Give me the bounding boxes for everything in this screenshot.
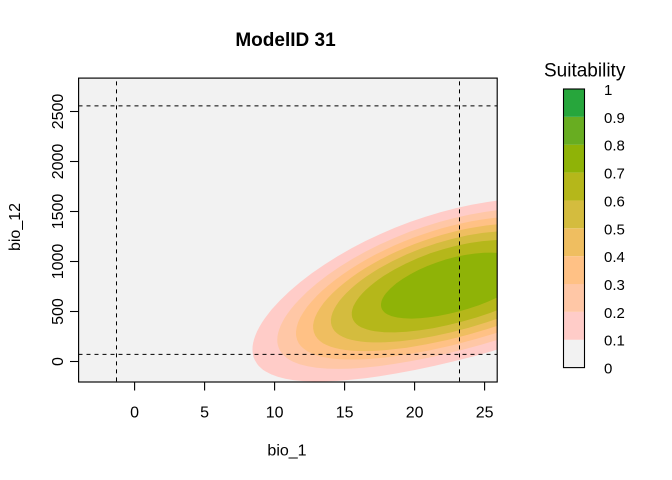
svg-text:0.2: 0.2: [604, 305, 625, 322]
svg-text:2000: 2000: [50, 144, 67, 180]
svg-text:bio_1: bio_1: [267, 442, 306, 459]
svg-text:0: 0: [130, 405, 139, 422]
svg-text:0.7: 0.7: [604, 166, 625, 183]
svg-text:10: 10: [266, 405, 284, 422]
svg-text:0.3: 0.3: [604, 277, 625, 294]
svg-text:1000: 1000: [50, 244, 67, 280]
svg-text:15: 15: [336, 405, 354, 422]
svg-text:0: 0: [50, 357, 67, 366]
svg-text:Suitability: Suitability: [544, 61, 626, 82]
svg-text:0.8: 0.8: [604, 138, 625, 155]
svg-text:1500: 1500: [50, 194, 67, 230]
svg-text:5: 5: [200, 405, 209, 422]
svg-text:0: 0: [604, 361, 612, 378]
svg-text:0.4: 0.4: [604, 249, 625, 266]
svg-text:ModelID 31: ModelID 31: [235, 30, 336, 51]
svg-text:25: 25: [476, 405, 494, 422]
svg-text:500: 500: [50, 298, 67, 325]
svg-text:1: 1: [604, 82, 612, 99]
svg-text:20: 20: [406, 405, 424, 422]
svg-text:0.5: 0.5: [604, 221, 625, 238]
svg-text:0.1: 0.1: [604, 333, 625, 350]
svg-text:bio_12: bio_12: [7, 203, 24, 251]
svg-text:2500: 2500: [50, 94, 67, 130]
svg-text:0.9: 0.9: [604, 110, 625, 127]
svg-text:0.6: 0.6: [604, 193, 625, 210]
